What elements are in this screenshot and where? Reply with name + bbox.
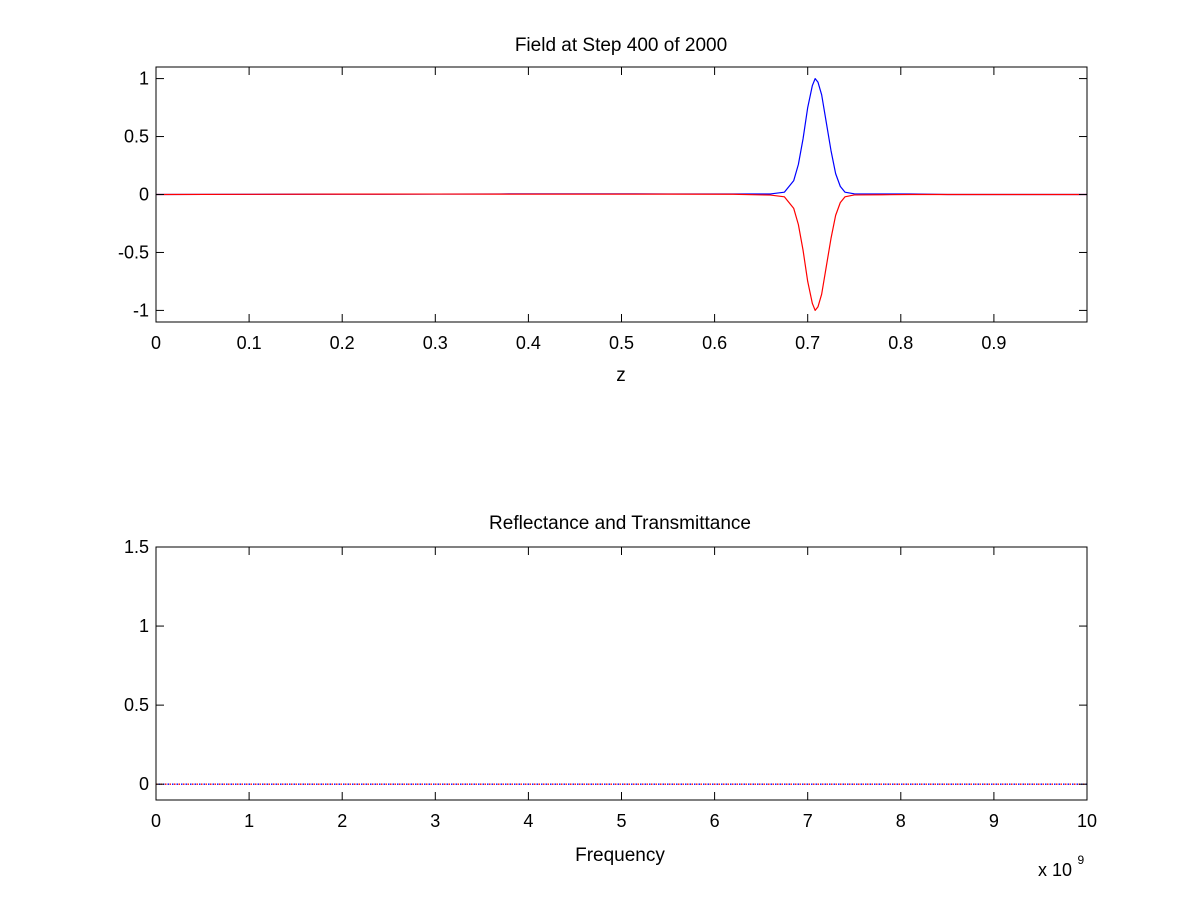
x-tick-label-2: 0.2 bbox=[330, 333, 355, 353]
x-tick-label-9: 9 bbox=[989, 811, 999, 831]
x-tick-label-3: 0.3 bbox=[423, 333, 448, 353]
reflectance-x-ticks: 0 1 2 3 4 5 6 7 8 9 10 bbox=[151, 547, 1097, 831]
x-tick-label-7: 0.7 bbox=[795, 333, 820, 353]
reflectance-subplot: Reflectance and Transmittance 0 1 2 3 4 5 6 7 8 9… bbox=[124, 513, 1097, 880]
field-subplot: Field at Step 400 of 2000 0 0.1 0.2 0.3 0.4 0… bbox=[118, 35, 1088, 386]
x-tick-label-6: 6 bbox=[710, 811, 720, 831]
reflectance-chart-title: Reflectance and Transmittance bbox=[489, 513, 751, 534]
x-tick-label-1: 1 bbox=[244, 811, 254, 831]
y-tick-label-2: 0.5 bbox=[124, 695, 149, 715]
x-axis-multiplier-exponent: 9 bbox=[1077, 853, 1084, 867]
x-tick-label-3: 3 bbox=[430, 811, 440, 831]
x-tick-label-0: 0 bbox=[151, 811, 161, 831]
series-line-1 bbox=[155, 193, 1087, 312]
reflectance-axes-box bbox=[155, 546, 1088, 801]
x-tick-label-4: 0.4 bbox=[516, 333, 541, 353]
y-tick-label-3: 0 bbox=[139, 774, 149, 794]
x-axis-multiplier-base: x 10 bbox=[1038, 860, 1072, 880]
x-tick-label-6: 0.6 bbox=[702, 333, 727, 353]
x-axis-multiplier: x 10 9 bbox=[1038, 853, 1084, 880]
x-tick-label-8: 8 bbox=[896, 811, 906, 831]
y-tick-label-2: 0 bbox=[139, 185, 149, 205]
x-tick-label-5: 5 bbox=[616, 811, 626, 831]
x-tick-label-0: 0 bbox=[151, 333, 161, 353]
field-y-ticks: 1 0.5 0 -0.5 -1 bbox=[118, 69, 1087, 320]
x-tick-label-5: 0.5 bbox=[609, 333, 634, 353]
series-line-0 bbox=[155, 77, 1087, 196]
y-tick-label-4: -1 bbox=[133, 300, 149, 320]
x-tick-label-7: 7 bbox=[803, 811, 813, 831]
y-tick-label-0: 1 bbox=[139, 69, 149, 89]
field-x-ticks: 0 0.1 0.2 0.3 0.4 0.5 0.6 0.7 0.8 0.9 bbox=[151, 67, 1006, 353]
x-tick-label-9: 0.9 bbox=[981, 333, 1006, 353]
y-tick-label-3: -0.5 bbox=[118, 242, 149, 262]
x-tick-label-2: 2 bbox=[337, 811, 347, 831]
y-tick-label-0: 1.5 bbox=[124, 537, 149, 557]
reflectance-x-axis-label: Frequency bbox=[575, 845, 665, 866]
x-tick-label-1: 0.1 bbox=[237, 333, 262, 353]
x-tick-label-4: 4 bbox=[523, 811, 533, 831]
field-series-group bbox=[155, 77, 1087, 312]
y-tick-label-1: 1 bbox=[139, 616, 149, 636]
reflectance-y-ticks: 1.5 1 0.5 0 bbox=[124, 537, 1087, 794]
y-tick-label-1: 0.5 bbox=[124, 127, 149, 147]
x-tick-label-10: 10 bbox=[1077, 811, 1097, 831]
x-tick-label-8: 0.8 bbox=[888, 333, 913, 353]
field-chart-title: Field at Step 400 of 2000 bbox=[515, 35, 727, 56]
field-x-axis-label: z bbox=[616, 365, 626, 386]
